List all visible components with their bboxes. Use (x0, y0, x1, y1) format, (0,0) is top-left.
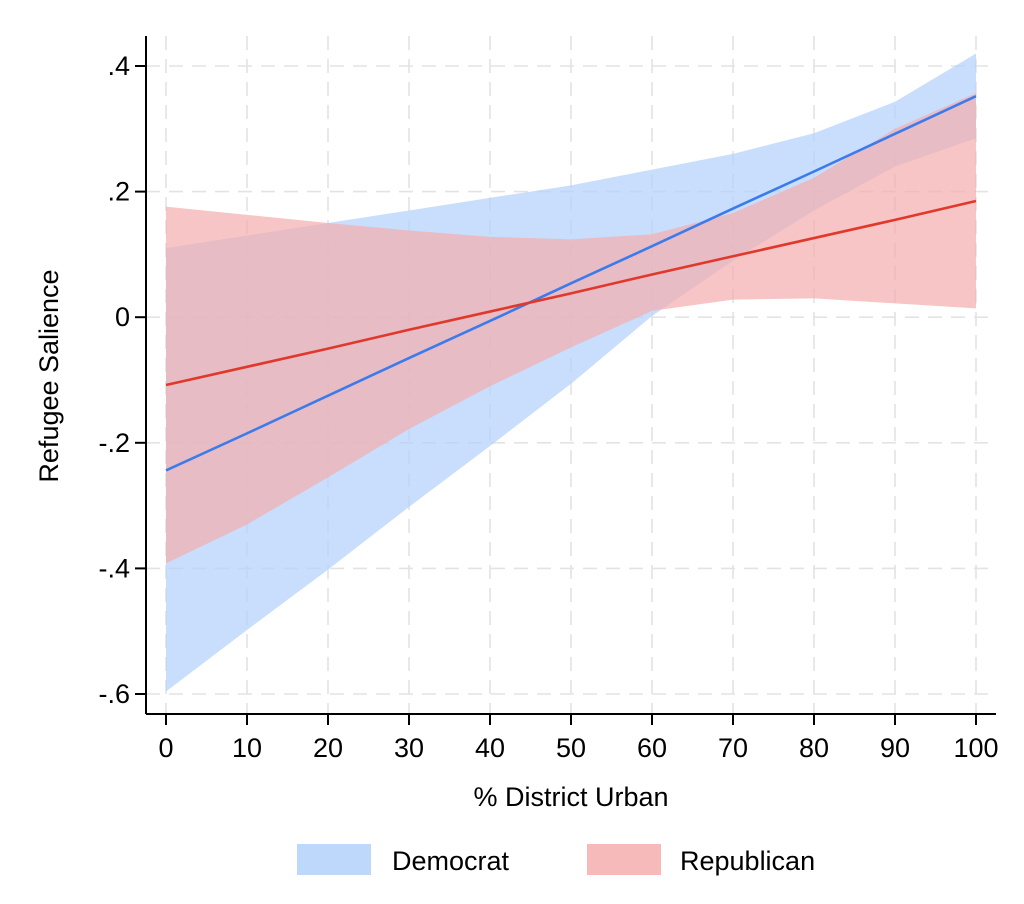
fit-line-democrat (165, 94, 977, 472)
y-axis-title: Refugee Salience (34, 269, 64, 482)
fit-line-republican (165, 199, 977, 387)
legend-swatch-democrat (297, 844, 371, 875)
x-tick-label: 40 (475, 733, 505, 763)
x-tick-label: 20 (313, 733, 343, 763)
x-tick-label: 50 (556, 733, 586, 763)
y-tick-label: 0 (115, 302, 130, 332)
x-tick-label: 0 (158, 733, 173, 763)
y-tick-label: -.2 (98, 428, 130, 458)
x-tick-label: 30 (394, 733, 424, 763)
y-tick-label: .4 (107, 51, 130, 81)
legend-label-republican: Republican (680, 846, 815, 876)
y-tick-label: -.4 (98, 553, 130, 583)
x-tick-label: 60 (637, 733, 667, 763)
legend-swatch-republican (587, 844, 661, 875)
x-tick-label: 70 (718, 733, 748, 763)
axes: .4 .2 0 -.2 -.4 -.6 0 10 20 30 40 50 60 70 80 90 100 (98, 36, 999, 763)
confidence-bands (166, 53, 976, 692)
fit-lines (165, 94, 977, 472)
legend: Democrat Republican (297, 844, 815, 876)
y-tick-label: .2 (107, 177, 130, 207)
ci-band-republican (166, 93, 976, 564)
x-axis-title: % District Urban (473, 782, 668, 812)
x-tick-label: 10 (232, 733, 262, 763)
legend-label-democrat: Democrat (392, 846, 510, 876)
x-tick-label: 80 (799, 733, 829, 763)
x-tick-label: 90 (880, 733, 910, 763)
y-tick-label: -.6 (98, 679, 130, 709)
x-tick-label: 100 (953, 733, 998, 763)
